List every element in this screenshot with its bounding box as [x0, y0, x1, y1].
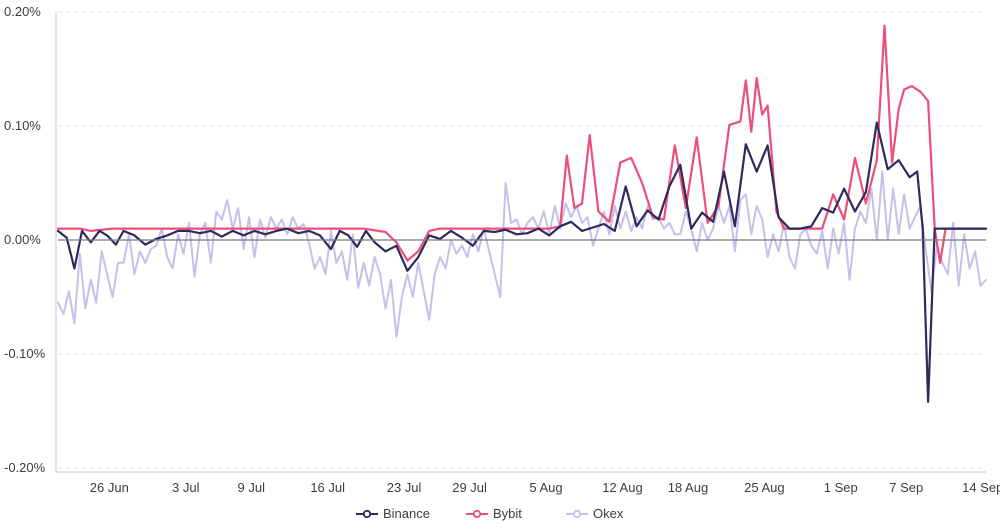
y-tick-label: -0.10% — [4, 346, 46, 361]
y-tick-label: 0.00% — [4, 232, 41, 247]
x-tick-label: 7 Sep — [889, 480, 923, 495]
legend-label: Bybit — [493, 506, 522, 521]
legend-marker-icon — [362, 509, 372, 519]
axis-layer — [55, 12, 986, 473]
x-tick-label: 12 Aug — [602, 480, 643, 495]
x-tick-label: 9 Jul — [238, 480, 266, 495]
y-tick-label: 0.20% — [4, 4, 41, 19]
legend-label: Okex — [593, 506, 624, 521]
x-tick-label: 16 Jul — [310, 480, 345, 495]
legend-marker-icon — [472, 509, 482, 519]
legend-item-binance[interactable]: Binance — [356, 506, 430, 521]
x-tick-label: 26 Jun — [90, 480, 129, 495]
grid-layer — [58, 11, 986, 469]
x-tick-label: 14 Sep — [962, 480, 1000, 495]
y-tick-label: 0.10% — [4, 118, 41, 133]
x-tick-label: 3 Jul — [172, 480, 200, 495]
legend-item-bybit[interactable]: Bybit — [466, 506, 522, 521]
x-tick-label: 18 Aug — [668, 480, 709, 495]
x-tick-label: 5 Aug — [529, 480, 562, 495]
legend-marker-icon — [572, 509, 582, 519]
series-line-binance — [56, 121, 988, 403]
legend: Binance Bybit Okex — [356, 506, 624, 521]
series-layer — [56, 24, 988, 403]
x-tick-label: 1 Sep — [824, 480, 858, 495]
x-tick-label: 29 Jul — [452, 480, 487, 495]
tick-layer: 0.20% 0.10% 0.00% -0.10% -0.20% 26 Jun 3 Jul 9 … — [4, 4, 1000, 495]
y-tick-label: -0.20% — [4, 460, 46, 475]
legend-item-okex[interactable]: Okex — [566, 506, 624, 521]
x-tick-label: 25 Aug — [744, 480, 785, 495]
legend-label: Binance — [383, 506, 430, 521]
x-tick-label: 23 Jul — [387, 480, 422, 495]
series-line-bybit — [56, 24, 988, 264]
